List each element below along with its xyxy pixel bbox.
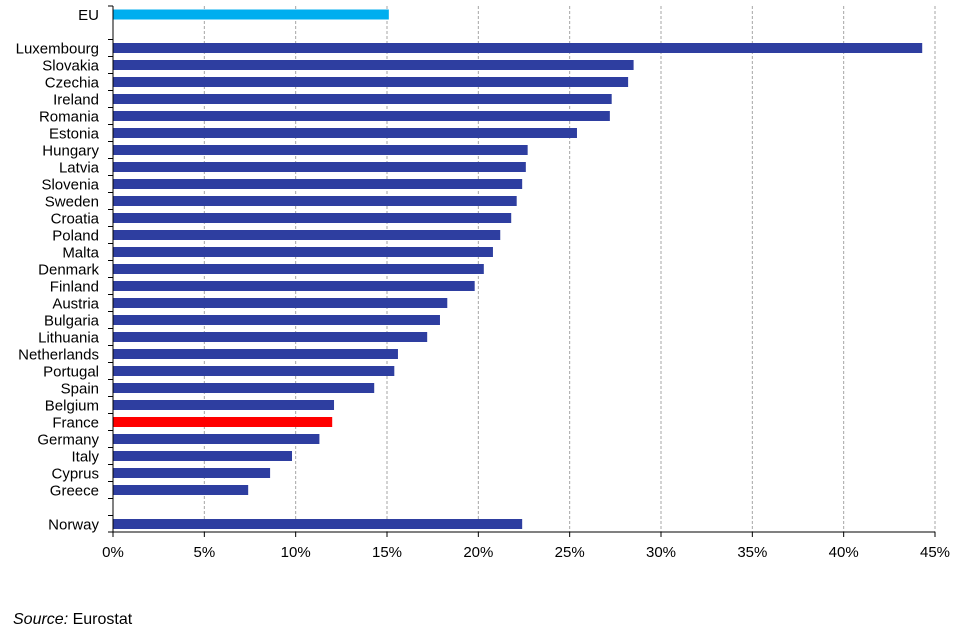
bar-bulgaria bbox=[113, 315, 440, 325]
bar-lithuania bbox=[113, 332, 428, 342]
source-note: Source: Eurostat bbox=[13, 611, 132, 629]
bar-latvia bbox=[113, 162, 526, 172]
bar-slovenia bbox=[113, 179, 523, 189]
bar-norway bbox=[113, 519, 523, 529]
x-tick-label: 10% bbox=[281, 544, 311, 561]
x-tick-label: 45% bbox=[920, 544, 950, 561]
bar-luxembourg bbox=[113, 43, 923, 53]
category-label: Belgium bbox=[45, 398, 99, 415]
category-label: Poland bbox=[52, 228, 99, 245]
bar-cyprus bbox=[113, 468, 271, 478]
bar-germany bbox=[113, 434, 320, 444]
category-label: Croatia bbox=[51, 211, 100, 228]
category-label: Latvia bbox=[59, 160, 100, 177]
source-text: Eurostat bbox=[72, 611, 133, 628]
x-tick-label: 0% bbox=[102, 544, 124, 561]
x-tick-label: 30% bbox=[646, 544, 676, 561]
source-label: Source: bbox=[13, 611, 69, 628]
category-label: EU bbox=[78, 7, 99, 24]
bar-hungary bbox=[113, 145, 528, 155]
category-label: Norway bbox=[48, 517, 99, 534]
x-tick-label: 25% bbox=[555, 544, 585, 561]
category-label: Romania bbox=[39, 109, 100, 126]
bars bbox=[113, 9, 923, 529]
category-label: Denmark bbox=[38, 262, 99, 279]
category-label: Slovenia bbox=[41, 177, 99, 194]
bar-spain bbox=[113, 383, 375, 393]
category-label: Bulgaria bbox=[44, 313, 100, 330]
category-label: Luxembourg bbox=[16, 41, 99, 58]
category-label: Sweden bbox=[45, 194, 99, 211]
category-label: Hungary bbox=[42, 143, 99, 160]
bar-malta bbox=[113, 247, 493, 257]
bar-croatia bbox=[113, 213, 512, 223]
category-label: France bbox=[52, 415, 99, 432]
category-label: Czechia bbox=[45, 75, 100, 92]
category-label: Netherlands bbox=[18, 347, 99, 364]
x-tick-label: 15% bbox=[372, 544, 402, 561]
bar-italy bbox=[113, 451, 293, 461]
bar-eu bbox=[113, 9, 389, 20]
bar-finland bbox=[113, 281, 475, 291]
category-label: Lithuania bbox=[38, 330, 100, 347]
bar-netherlands bbox=[113, 349, 398, 359]
axes bbox=[108, 5, 936, 537]
bar-czechia bbox=[113, 77, 629, 87]
category-label: Germany bbox=[37, 432, 99, 449]
category-label: Estonia bbox=[49, 126, 100, 143]
bar-chart: EU LuxembourgSlovakiaCzechiaIrelandRomani… bbox=[16, 5, 950, 561]
x-tick-label: 20% bbox=[463, 544, 493, 561]
bar-denmark bbox=[113, 264, 484, 274]
x-tick-label: 5% bbox=[193, 544, 215, 561]
x-tick-labels: 0% 5% 10% 15% 20% 25% 30% 35% 40% 45% bbox=[102, 544, 950, 561]
bar-slovakia bbox=[113, 60, 634, 70]
category-label: Portugal bbox=[43, 364, 99, 381]
x-tick-label: 35% bbox=[737, 544, 767, 561]
bar-estonia bbox=[113, 128, 577, 138]
bar-belgium bbox=[113, 400, 335, 410]
category-label: Greece bbox=[50, 483, 99, 500]
category-label: Finland bbox=[50, 279, 99, 296]
category-label: Cyprus bbox=[51, 466, 99, 483]
category-label: Austria bbox=[52, 296, 99, 313]
category-label: Ireland bbox=[53, 92, 99, 109]
bar-france bbox=[113, 417, 333, 427]
bar-sweden bbox=[113, 196, 517, 206]
category-labels: EU LuxembourgSlovakiaCzechiaIrelandRomani… bbox=[16, 7, 100, 534]
bar-romania bbox=[113, 111, 610, 121]
bar-greece bbox=[113, 485, 249, 495]
category-label: Malta bbox=[62, 245, 99, 262]
bar-austria bbox=[113, 298, 448, 308]
bar-ireland bbox=[113, 94, 612, 104]
category-label: Italy bbox=[71, 449, 99, 466]
bar-poland bbox=[113, 230, 501, 240]
category-label: Spain bbox=[61, 381, 99, 398]
x-tick-label: 40% bbox=[829, 544, 859, 561]
bar-portugal bbox=[113, 366, 395, 376]
category-label: Slovakia bbox=[42, 58, 99, 75]
